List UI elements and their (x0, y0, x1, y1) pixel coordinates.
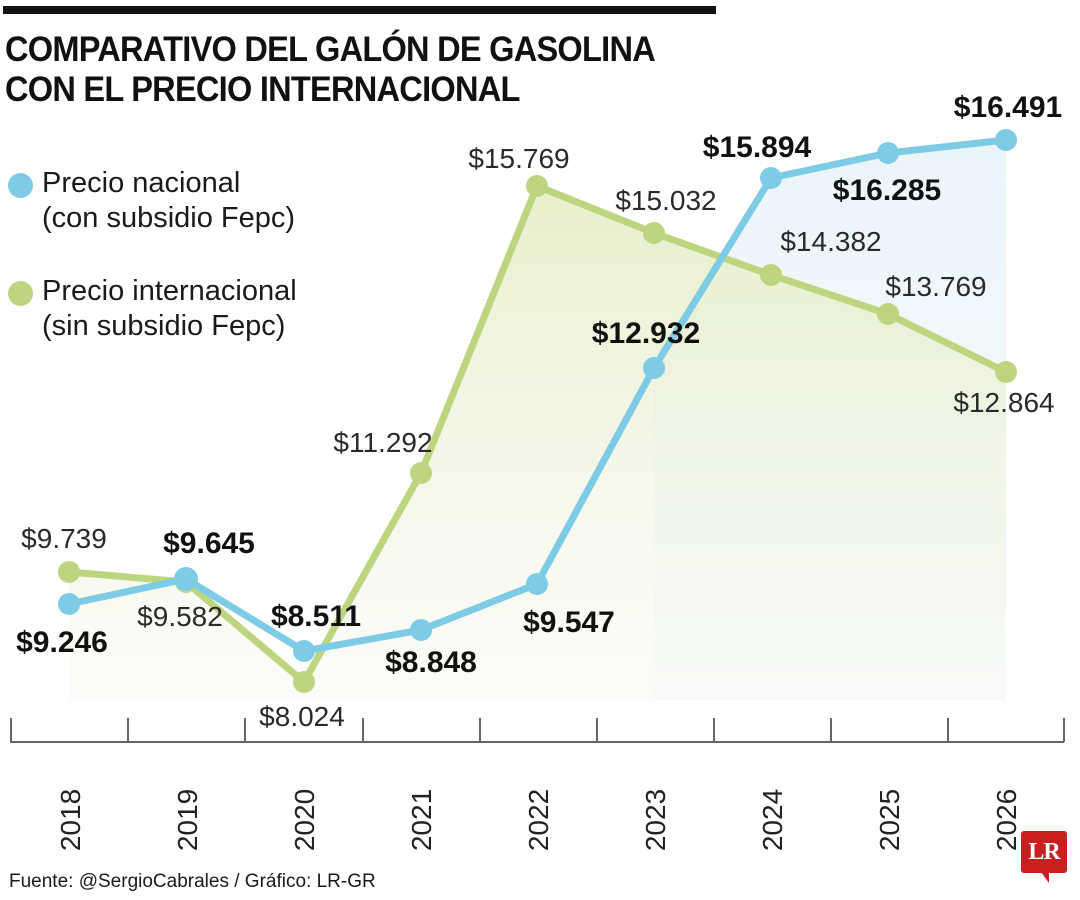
lr-logo-icon: LR (1021, 831, 1067, 883)
data-point[interactable] (877, 142, 899, 164)
chart-title-line-1: COMPARATIVO DEL GALÓN DE GASOLINA (5, 30, 656, 69)
nacional-labels: $9.246 $9.645 $8.511 $8.848 $9.547 $12.9… (16, 91, 1062, 679)
x-tick-2018: 2018 (55, 789, 86, 851)
value-label: $11.292 (333, 427, 432, 458)
x-tick-2019: 2019 (172, 789, 203, 851)
value-label: $12.932 (592, 317, 700, 350)
value-label: $13.769 (885, 271, 986, 302)
data-point[interactable] (293, 671, 315, 693)
legend-sublabel: (sin subsidio Fepc) (42, 310, 286, 342)
internacional-area (69, 186, 1006, 700)
data-point[interactable] (293, 640, 315, 662)
data-point[interactable] (526, 175, 548, 197)
x-tick-labels: 2018 2019 2020 2021 2022 2023 2024 2025 … (55, 789, 1022, 851)
internacional-labels: $9.739 $9.582 $8.024 $11.292 $15.769 $15… (21, 143, 1054, 732)
data-point[interactable] (643, 357, 665, 379)
value-label: $12.864 (953, 387, 1054, 418)
title-rule (3, 6, 716, 14)
legend-label: Precio internacional (42, 275, 297, 307)
chart-title: COMPARATIVO DEL GALÓN DE GASOLINA CON EL… (5, 30, 656, 110)
value-label: $15.769 (468, 143, 569, 174)
data-point[interactable] (58, 561, 80, 583)
internacional-points (58, 175, 1017, 693)
data-point[interactable] (410, 619, 432, 641)
x-tick-2024: 2024 (757, 789, 788, 851)
legend-item-internacional: Precio internacional (sin subsidio Fepc) (6, 274, 297, 344)
data-point[interactable] (174, 567, 198, 591)
source-note: Fuente: @SergioCabrales / Gráfico: LR-GR (9, 871, 376, 892)
value-label: $8.024 (259, 701, 345, 732)
value-label: $8.848 (385, 646, 477, 679)
data-point[interactable] (760, 264, 782, 286)
value-label: $9.739 (21, 523, 107, 554)
legend: Precio nacional (con subsidio Fepc) Prec… (6, 166, 297, 382)
data-point[interactable] (526, 573, 548, 595)
x-tick-2020: 2020 (289, 789, 320, 851)
chart-title-line-2: CON EL PRECIO INTERNACIONAL (5, 70, 520, 109)
x-tick-2026: 2026 (991, 789, 1022, 851)
data-point[interactable] (410, 462, 432, 484)
value-label: $16.285 (833, 174, 941, 207)
legend-sublabel: (con subsidio Fepc) (42, 202, 296, 234)
value-label: $9.582 (137, 601, 223, 632)
x-tick-2025: 2025 (874, 789, 905, 851)
data-point[interactable] (58, 593, 80, 615)
x-tick-2023: 2023 (640, 789, 671, 851)
green-dot-icon (8, 281, 33, 306)
legend-item-nacional: Precio nacional (con subsidio Fepc) (6, 166, 297, 236)
blue-dot-icon (8, 173, 33, 198)
data-point[interactable] (995, 129, 1017, 151)
legend-label: Precio nacional (42, 167, 241, 199)
data-point[interactable] (995, 361, 1017, 383)
x-tick-2022: 2022 (523, 789, 554, 851)
x-axis (10, 718, 1065, 743)
value-label: $9.246 (16, 626, 108, 659)
x-tick-2021: 2021 (406, 789, 437, 851)
value-label: $8.511 (271, 600, 361, 633)
data-point[interactable] (643, 222, 665, 244)
value-label: $9.645 (163, 527, 255, 560)
value-label: $16.491 (954, 91, 1062, 124)
data-point[interactable] (877, 303, 899, 325)
data-point[interactable] (760, 167, 782, 189)
value-label: $14.382 (780, 226, 881, 257)
nacional-points (58, 129, 1017, 662)
value-label: $15.032 (615, 185, 716, 216)
value-label: $15.894 (703, 131, 812, 164)
value-label: $9.547 (523, 606, 615, 639)
